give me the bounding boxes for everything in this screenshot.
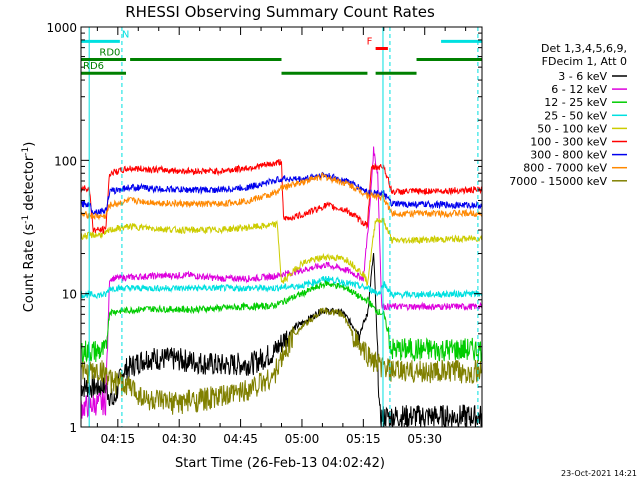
legend-label: 800 - 7000 keV	[523, 162, 607, 175]
x-tick-label: 04:15	[101, 432, 136, 446]
legend-label: 3 - 6 keV	[558, 70, 607, 83]
legend-label: 12 - 25 keV	[544, 96, 607, 109]
x-tick-label: 05:15	[346, 432, 381, 446]
x-tick-label: 04:30	[162, 432, 197, 446]
y-tick-label: 10	[62, 288, 77, 302]
annotation-label-n: N	[122, 29, 129, 40]
annotation-label-rd6: RD6	[83, 61, 104, 72]
y-tick-label: 1	[69, 421, 77, 435]
chart-title: RHESSI Observing Summary Count Rates	[125, 3, 435, 21]
series-lines	[81, 146, 482, 427]
x-axis-label: Start Time (26-Feb-13 04:02:42)	[175, 456, 385, 471]
annotation-bars	[81, 27, 482, 427]
legend-header-2: FDecim 1, Att 0	[542, 55, 627, 68]
legend-label: 50 - 100 keV	[537, 122, 607, 135]
series-line-1	[81, 146, 482, 419]
legend-label: 100 - 300 keV	[530, 136, 607, 149]
annotation-label-f: F	[367, 36, 373, 47]
series-line-8	[81, 307, 482, 415]
series-line-7	[81, 172, 482, 221]
footer-date: 23-Oct-2021 14:21	[561, 469, 637, 478]
series-line-2	[81, 279, 482, 364]
legend-header-1: Det 1,3,4,5,6,9,	[541, 42, 627, 55]
series-line-0	[81, 252, 482, 427]
x-tick-label: 05:00	[285, 432, 320, 446]
legend: Det 1,3,4,5,6,9, FDecim 1, Att 0 3 - 6 k…	[509, 42, 627, 188]
series-line-3	[81, 275, 482, 300]
x-tick-label: 04:45	[223, 432, 258, 446]
x-tick-label: 05:30	[407, 432, 442, 446]
legend-label: 6 - 12 keV	[551, 83, 607, 96]
legend-label: 7000 - 15000 keV	[509, 175, 607, 188]
y-tick-label: 1000	[46, 21, 77, 35]
legend-label: 300 - 800 keV	[530, 149, 607, 162]
y-axis-label: Count Rate (s-1 detector-1)	[21, 142, 37, 313]
series-line-4	[81, 217, 482, 287]
annotation-label-rd0: RD0	[99, 48, 120, 59]
series-line-6	[81, 171, 482, 216]
y-tick-label: 100	[54, 154, 77, 168]
series-line-5	[81, 158, 482, 234]
axes: 1 10 100 1000 04:15 04:30 04:45 05:00 05:15 05:30	[46, 21, 482, 446]
legend-label: 25 - 50 keV	[544, 109, 607, 122]
